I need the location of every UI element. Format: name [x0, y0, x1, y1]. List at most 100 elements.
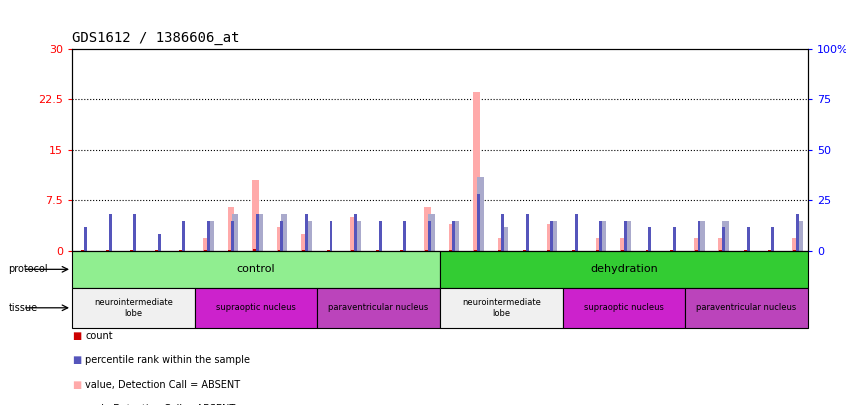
- Bar: [722, 228, 725, 251]
- Bar: [440, 251, 808, 288]
- Bar: [204, 250, 206, 251]
- Text: rank, Detection Call = ABSENT: rank, Detection Call = ABSENT: [85, 404, 236, 405]
- Text: count: count: [85, 331, 113, 341]
- Bar: [550, 221, 553, 251]
- Bar: [474, 250, 476, 251]
- Bar: [525, 214, 529, 251]
- Bar: [624, 221, 627, 251]
- Bar: [572, 250, 574, 251]
- Text: protocol: protocol: [8, 264, 48, 274]
- Bar: [498, 250, 501, 251]
- Bar: [277, 250, 280, 251]
- Bar: [351, 250, 354, 251]
- Bar: [232, 214, 239, 251]
- Bar: [203, 238, 210, 251]
- Bar: [354, 214, 357, 251]
- Bar: [72, 251, 440, 288]
- Text: paraventricular nucleus: paraventricular nucleus: [696, 303, 797, 312]
- Bar: [133, 214, 136, 251]
- Bar: [207, 221, 214, 251]
- Bar: [551, 221, 558, 251]
- Bar: [624, 221, 631, 251]
- Bar: [722, 221, 729, 251]
- Text: supraoptic nucleus: supraoptic nucleus: [584, 303, 664, 312]
- Bar: [502, 228, 508, 251]
- Bar: [305, 214, 308, 251]
- Bar: [673, 228, 676, 251]
- Text: neurointermediate
lobe: neurointermediate lobe: [94, 298, 173, 318]
- Text: control: control: [237, 264, 275, 274]
- Bar: [746, 228, 750, 251]
- Bar: [449, 250, 452, 251]
- Bar: [497, 238, 504, 251]
- Bar: [305, 221, 312, 251]
- Bar: [476, 194, 480, 251]
- Bar: [719, 250, 722, 251]
- Text: tissue: tissue: [8, 303, 37, 313]
- Bar: [182, 221, 185, 251]
- Bar: [195, 288, 317, 328]
- Bar: [302, 250, 305, 251]
- Bar: [792, 238, 799, 251]
- Text: ■: ■: [72, 380, 81, 390]
- Bar: [477, 177, 484, 251]
- Text: dehydration: dehydration: [590, 264, 658, 274]
- Bar: [547, 250, 550, 251]
- Bar: [400, 250, 403, 251]
- Bar: [795, 214, 799, 251]
- Bar: [253, 249, 255, 251]
- Bar: [424, 207, 431, 251]
- Text: percentile rank within the sample: percentile rank within the sample: [85, 356, 250, 365]
- Bar: [277, 228, 283, 251]
- Bar: [301, 234, 308, 251]
- Bar: [670, 250, 673, 251]
- Bar: [645, 250, 648, 251]
- Text: supraoptic nucleus: supraoptic nucleus: [216, 303, 296, 312]
- Bar: [599, 221, 602, 251]
- Text: ■: ■: [72, 331, 81, 341]
- Bar: [317, 288, 440, 328]
- Bar: [72, 288, 195, 328]
- Bar: [697, 221, 700, 251]
- Text: value, Detection Call = ABSENT: value, Detection Call = ABSENT: [85, 380, 240, 390]
- Bar: [600, 221, 607, 251]
- Bar: [84, 228, 87, 251]
- Bar: [106, 250, 108, 251]
- Bar: [596, 250, 599, 251]
- Bar: [718, 238, 725, 251]
- Bar: [768, 250, 771, 251]
- Text: GDS1612 / 1386606_at: GDS1612 / 1386606_at: [72, 30, 239, 45]
- Bar: [547, 224, 553, 251]
- Bar: [231, 221, 234, 251]
- Bar: [228, 250, 231, 251]
- Bar: [563, 288, 685, 328]
- Text: neurointermediate
lobe: neurointermediate lobe: [462, 298, 541, 318]
- Bar: [448, 224, 455, 251]
- Bar: [425, 250, 427, 251]
- Bar: [452, 221, 455, 251]
- Bar: [157, 234, 161, 251]
- Bar: [376, 250, 378, 251]
- Bar: [281, 214, 288, 251]
- Bar: [280, 221, 283, 251]
- Text: paraventricular nucleus: paraventricular nucleus: [328, 303, 429, 312]
- Bar: [228, 207, 234, 251]
- Bar: [695, 250, 697, 251]
- Bar: [793, 250, 795, 251]
- Bar: [179, 250, 182, 251]
- Bar: [252, 180, 259, 251]
- Bar: [694, 238, 700, 251]
- Bar: [501, 214, 504, 251]
- Bar: [771, 228, 774, 251]
- Bar: [378, 221, 382, 251]
- Bar: [206, 221, 210, 251]
- Bar: [403, 221, 406, 251]
- Bar: [620, 238, 627, 251]
- Bar: [473, 92, 480, 251]
- Text: ■: ■: [72, 356, 81, 365]
- Bar: [327, 250, 329, 251]
- Bar: [574, 214, 578, 251]
- Bar: [685, 288, 808, 328]
- Bar: [596, 238, 602, 251]
- Bar: [329, 221, 332, 251]
